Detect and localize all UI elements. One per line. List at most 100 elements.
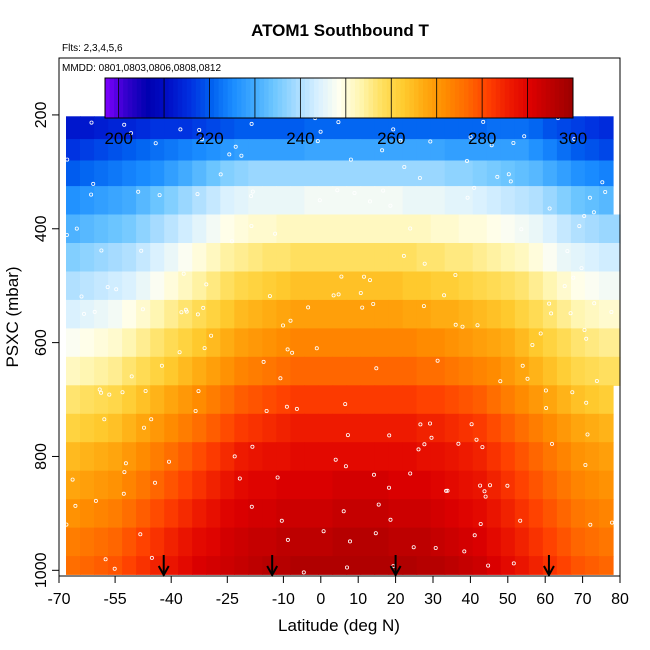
heatmap-cell xyxy=(66,356,81,386)
heatmap-cell xyxy=(220,328,235,358)
observation-point xyxy=(99,248,104,253)
heatmap-cell xyxy=(66,470,81,500)
observation-point xyxy=(336,120,341,125)
dates-annotation: MMDD: 0801,0803,0806,0808,0812 xyxy=(62,63,221,74)
colorbar-segment xyxy=(518,78,524,118)
heatmap-cell xyxy=(430,214,446,244)
heatmap-cell xyxy=(262,243,277,273)
heatmap-cell xyxy=(514,470,530,500)
heatmap-cell xyxy=(486,328,502,358)
heatmap-cell xyxy=(178,527,193,557)
observation-point xyxy=(280,323,285,328)
heatmap-cell xyxy=(472,186,488,216)
observation-point xyxy=(336,292,341,297)
colorbar-segment xyxy=(295,78,301,118)
heatmap-cell xyxy=(360,385,376,415)
heatmap-cell xyxy=(108,413,123,443)
heatmap-cell xyxy=(94,299,109,329)
heatmap-cell xyxy=(164,299,179,329)
heatmap-cell xyxy=(220,527,235,557)
heatmap-cell xyxy=(528,556,544,575)
colorbar-segment xyxy=(554,78,560,118)
heatmap-cell xyxy=(150,139,165,161)
heatmap-cell xyxy=(122,186,137,216)
heatmap-cell xyxy=(248,160,263,187)
observation-point xyxy=(335,188,340,193)
observation-point xyxy=(456,441,461,446)
heatmap-cell xyxy=(514,556,530,575)
heatmap-cell xyxy=(374,385,390,415)
heatmap-cell xyxy=(584,442,600,472)
heatmap-cell xyxy=(192,470,207,500)
observation-point xyxy=(411,545,416,550)
heatmap-cell xyxy=(94,186,109,216)
observation-point xyxy=(584,400,589,405)
heatmap-cell xyxy=(556,499,572,529)
heatmap-cell xyxy=(80,499,95,529)
observation-point xyxy=(143,388,148,393)
heatmap-cell xyxy=(262,214,277,244)
heatmap-cell xyxy=(234,442,249,472)
heatmap-cell xyxy=(290,160,305,187)
heatmap-cell xyxy=(136,413,151,443)
heatmap-cell xyxy=(556,556,572,575)
x-tick-label: -70 xyxy=(47,591,70,608)
observation-point xyxy=(249,504,254,509)
heatmap-cell xyxy=(542,243,558,273)
heatmap-cell xyxy=(613,243,621,273)
heatmap-cell xyxy=(613,328,621,358)
heatmap-cell xyxy=(472,556,488,575)
observation-point xyxy=(583,462,588,467)
heatmap-cell xyxy=(318,271,334,301)
heatmap-cell xyxy=(472,299,488,329)
heatmap-cell xyxy=(599,527,614,557)
heatmap-cell xyxy=(276,299,291,329)
heatmap-cell xyxy=(458,299,474,329)
heatmap-cell xyxy=(80,413,95,443)
observation-point xyxy=(264,408,269,413)
colorbar-segment xyxy=(382,78,388,118)
heatmap-cell xyxy=(150,356,165,386)
colorbar-segment xyxy=(209,78,215,118)
heatmap-cell xyxy=(444,470,460,500)
heatmap-cell xyxy=(206,139,221,161)
colorbar-segment xyxy=(377,78,383,118)
heatmap-cell xyxy=(290,299,305,329)
observation-point xyxy=(122,470,127,475)
heatmap-cell xyxy=(402,499,418,529)
colorbar-segment xyxy=(350,78,356,118)
heatmap-cell xyxy=(108,527,123,557)
heatmap-cell xyxy=(318,470,334,500)
colorbar-segment xyxy=(214,78,220,118)
heatmap-cell xyxy=(276,442,291,472)
heatmap-cell xyxy=(360,186,376,216)
x-axis: -70 -55 -40 -25 -10 0 10 20 30 40 50 60 70 80 xyxy=(47,576,629,608)
heatmap-cell xyxy=(108,271,123,301)
colorbar-segment xyxy=(191,78,197,118)
heatmap-cell xyxy=(122,556,137,575)
heatmap-cell xyxy=(136,271,151,301)
heatmap-cell xyxy=(472,214,488,244)
heatmap-cell xyxy=(584,527,600,557)
heatmap-cell xyxy=(360,214,376,244)
observation-point xyxy=(401,253,406,258)
observation-point xyxy=(465,195,470,200)
observation-point xyxy=(315,139,320,144)
heatmap-cell xyxy=(164,385,179,415)
observation-point xyxy=(250,444,255,449)
heatmap-cell xyxy=(94,328,109,358)
heatmap-cell xyxy=(570,442,586,472)
heatmap-cell xyxy=(262,116,277,140)
heatmap-cell xyxy=(136,499,151,529)
heatmap-cell xyxy=(528,499,544,529)
observation-point xyxy=(600,180,605,185)
heatmap-cell xyxy=(80,356,95,386)
observation-point xyxy=(380,148,385,153)
y-axis: 200 400 600 800 1000 xyxy=(33,101,59,588)
heatmap-cell xyxy=(416,413,432,443)
heatmap-cell xyxy=(108,356,123,386)
observation-point xyxy=(196,389,201,394)
heatmap-cell xyxy=(458,139,474,161)
heatmap-cell xyxy=(276,139,291,161)
observation-point xyxy=(153,141,158,146)
